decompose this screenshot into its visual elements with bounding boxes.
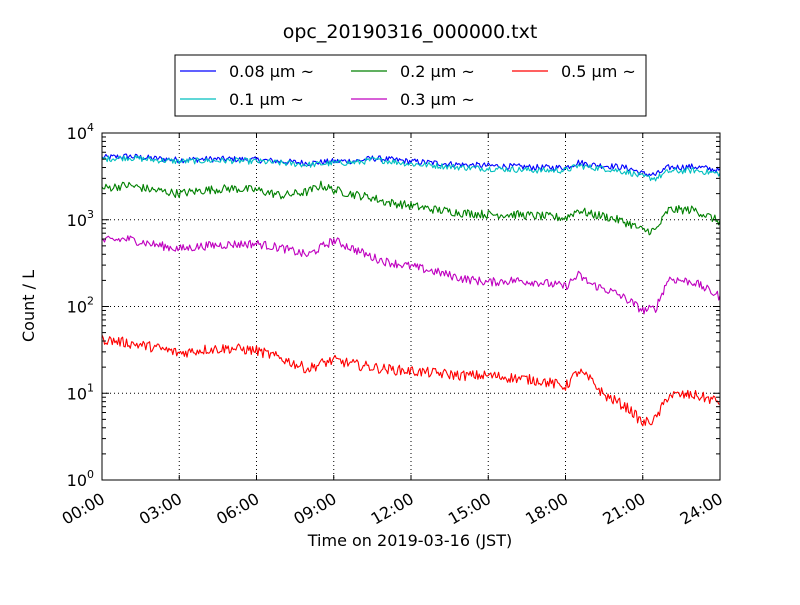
series-line — [101, 334, 721, 427]
y-tick-label: 103 — [67, 208, 94, 230]
series-group — [101, 153, 721, 427]
y-tick-label: 100 — [67, 468, 94, 490]
series-line — [101, 180, 721, 236]
series-line — [101, 154, 721, 182]
y-axis-label: Count / L — [19, 270, 38, 342]
legend-label: 0.5 μm ~ — [561, 62, 636, 81]
series-line — [101, 235, 721, 315]
legend-label: 0.08 μm ~ — [229, 62, 314, 81]
legend-label: 0.2 μm ~ — [400, 62, 475, 81]
legend-label: 0.3 μm ~ — [400, 90, 475, 109]
legend-box — [174, 54, 647, 117]
y-tick-label: 101 — [67, 381, 94, 403]
legend-label: 0.1 μm ~ — [229, 90, 304, 109]
y-tick-label: 102 — [67, 295, 94, 317]
chart-title: opc_20190316_000000.txt — [283, 21, 538, 43]
legend: 0.08 μm ~ 0.1 μm ~ 0.2 μm ~ 0.3 μm ~ 0.5 μm … — [174, 54, 647, 117]
y-tick-label: 104 — [67, 121, 94, 143]
x-axis-label: Time on 2019-03-16 (JST) — [307, 531, 512, 550]
grid — [102, 133, 720, 480]
